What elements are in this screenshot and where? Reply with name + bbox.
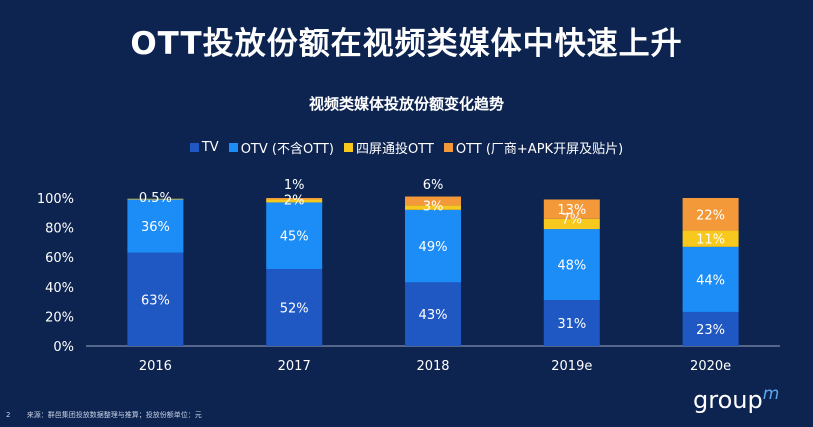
chart-title: 视频类媒体投放份额变化趋势 — [308, 95, 504, 113]
legend-label-otv: OTV (不含OTT) — [240, 142, 334, 157]
data-label: 44% — [696, 273, 725, 288]
data-label: 31% — [557, 317, 586, 332]
bar-segment-2 — [266, 199, 323, 203]
bar-segment-3 — [682, 198, 739, 231]
data-label: 6% — [423, 178, 444, 193]
legend-label-tv: TV — [201, 140, 219, 155]
footer: 2 来源：群邑集团投放数据整理与推算；投放份额单位：元 — [6, 410, 202, 420]
bar-segment-2 — [127, 198, 184, 200]
legend-item-ott: OTT (厂商+APK开屏及贴片) — [443, 138, 624, 157]
legend-swatch-four-screen-ott — [343, 143, 353, 152]
data-label: 49% — [419, 240, 448, 255]
bar-segment-0 — [405, 282, 461, 346]
bar-segment-2 — [682, 230, 739, 247]
bar-segment-1 — [543, 229, 600, 301]
data-label: 0.5% — [139, 191, 172, 206]
bar-segment-3 — [266, 198, 323, 200]
bar-segment-3 — [543, 199, 600, 219]
groupm-logo: groupm — [693, 384, 779, 414]
data-label: 48% — [557, 259, 586, 274]
data-label: 22% — [696, 208, 725, 223]
x-tick-label: 2018 — [416, 359, 449, 374]
bar-segment-1 — [266, 202, 323, 270]
chart-legend: TV OTV (不含OTT) 四屏通投OTT OTT (厂商+APK开屏及贴片) — [0, 138, 813, 157]
slide-title: OTT投放份额在视频类媒体中快速上升 — [130, 26, 683, 62]
x-tick-label: 2017 — [278, 359, 311, 374]
legend-swatch-ott — [443, 143, 453, 152]
legend-item-otv: OTV (不含OTT) — [228, 138, 334, 157]
data-label: 63% — [141, 293, 170, 308]
x-tick-label: 2019e — [551, 359, 592, 374]
bar-segment-2 — [405, 205, 461, 210]
y-tick-label: 60% — [45, 251, 74, 266]
bar-segment-1 — [127, 199, 184, 253]
y-tick-label: 0% — [53, 340, 74, 355]
logo-mark: m — [762, 384, 780, 404]
data-label: 7% — [561, 213, 582, 228]
logo-text: group — [693, 386, 763, 414]
stacked-bar-chart: 0% 20% 40% 60% 80% 100% 63% 36% 0.5% 2016 52% 45% 2%… — [37, 178, 780, 374]
y-tick-label: 20% — [45, 310, 74, 325]
source-note: 来源：群邑集团投放数据整理与推算；投放份额单位：元 — [26, 411, 202, 419]
data-label: 1% — [284, 178, 305, 193]
legend-item-tv: TV — [189, 138, 219, 157]
bar-segment-0 — [127, 252, 184, 346]
page-number: 2 — [6, 411, 11, 419]
legend-item-four-screen-ott: 四屏通投OTT — [343, 138, 434, 157]
data-label: 36% — [141, 220, 170, 235]
y-tick-label: 40% — [45, 281, 74, 296]
data-label: 52% — [280, 302, 309, 317]
data-label: 43% — [419, 308, 448, 323]
legend-swatch-otv — [228, 143, 238, 152]
data-label: 23% — [696, 323, 725, 338]
data-label: 13% — [557, 203, 586, 218]
bar-segment-3 — [405, 196, 461, 206]
data-label: 45% — [280, 230, 309, 245]
y-tick-label: 80% — [45, 222, 74, 237]
data-label: 3% — [423, 199, 444, 214]
bar-segment-0 — [266, 269, 323, 346]
data-label: 11% — [696, 233, 725, 248]
bar-segment-2 — [543, 218, 600, 230]
legend-label-four-screen-ott: 四屏通投OTT — [355, 142, 434, 157]
legend-label-ott: OTT (厂商+APK开屏及贴片) — [455, 142, 624, 157]
x-tick-label: 2020e — [690, 359, 731, 374]
y-tick-label: 100% — [37, 192, 74, 207]
data-label: 2% — [284, 193, 305, 208]
x-tick-label: 2016 — [139, 359, 172, 374]
bar-segment-1 — [682, 246, 739, 312]
bar-segment-0 — [543, 300, 600, 346]
legend-swatch-tv — [189, 143, 199, 152]
bar-segment-1 — [405, 209, 461, 283]
bar-segment-0 — [682, 311, 739, 346]
